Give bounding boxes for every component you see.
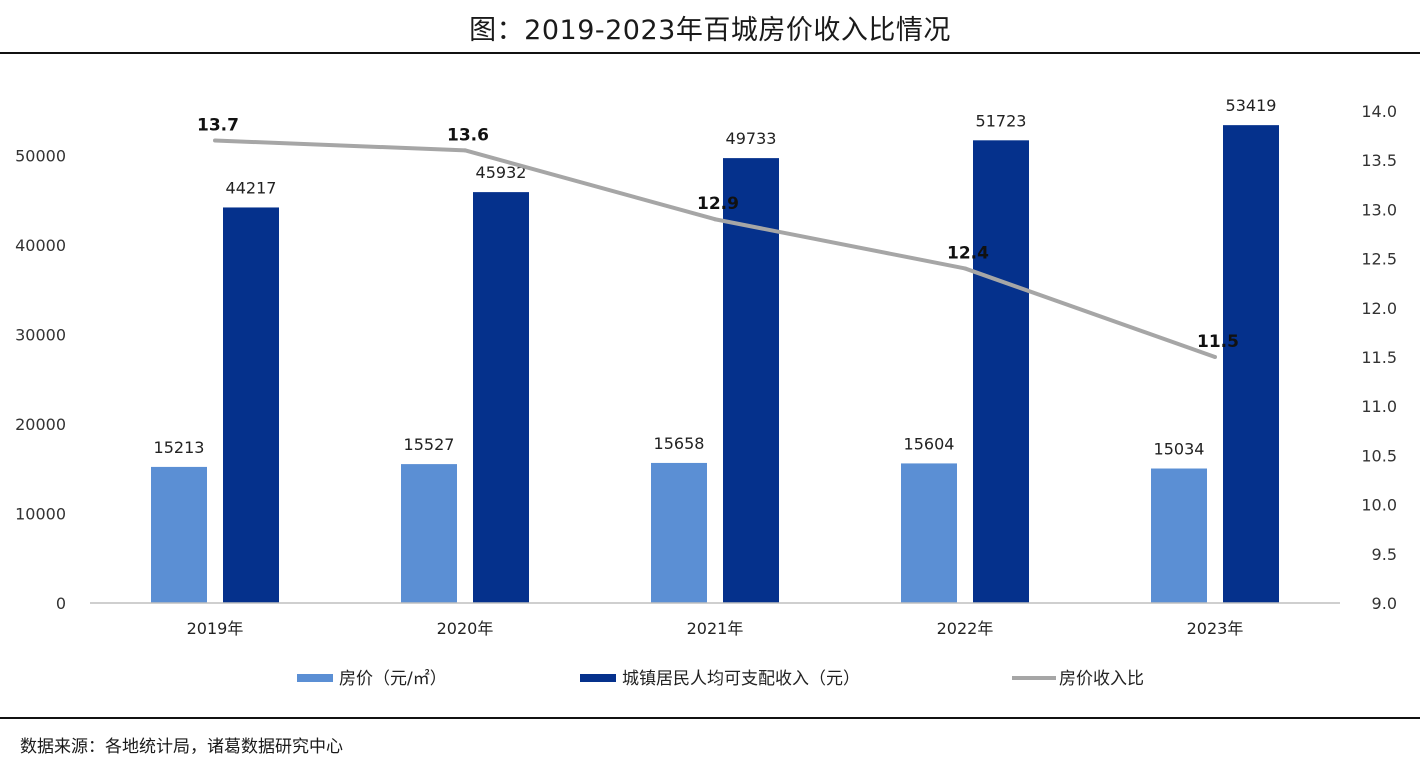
category-label: 2022年 — [937, 619, 994, 638]
income-bar-value-label: 49733 — [726, 129, 777, 148]
bar-value-labels: 15213 44217 15527 45932 15658 49733 15604 51723… — [154, 96, 1277, 458]
ratio-value-label: 12.9 — [697, 194, 739, 214]
source-note: 数据来源：各地统计局，诸葛数据研究中心 — [20, 737, 343, 757]
left-axis-ticks: 0 10000 20000 30000 40000 50000 — [15, 147, 66, 613]
ratio-line-point — [1213, 355, 1217, 359]
legend-label: 城镇居民人均可支配收入（元） — [622, 669, 860, 689]
left-axis-tick-label: 20000 — [15, 415, 66, 434]
right-axis-tick-label: 11.0 — [1361, 397, 1397, 416]
legend: 房价（元/㎡） 城镇居民人均可支配收入（元） 房价收入比 — [297, 669, 1144, 689]
income-bar — [473, 192, 529, 604]
price-bar-value-label: 15658 — [654, 434, 705, 453]
category-labels: 2019年 2020年 2021年 2022年 2023年 — [187, 619, 1244, 638]
bottom-divider — [0, 717, 1420, 719]
price-bar — [651, 462, 707, 603]
income-bar — [973, 140, 1029, 603]
legend-swatch-price — [297, 674, 333, 682]
price-bar-value-label: 15527 — [404, 435, 455, 454]
left-axis-tick-label: 30000 — [15, 326, 66, 345]
ratio-line-point — [963, 266, 967, 271]
category-label: 2019年 — [187, 619, 244, 638]
legend-label: 房价收入比 — [1059, 669, 1144, 689]
ratio-line-layer: 13.7 13.6 12.9 12.4 11.5 — [197, 116, 1239, 359]
category-label: 2021年 — [687, 619, 744, 638]
ratio-line-point — [213, 138, 217, 143]
ratio-line — [214, 138, 1216, 359]
right-axis-tick-label: 11.5 — [1361, 348, 1397, 367]
right-axis-tick-label: 13.5 — [1361, 151, 1397, 170]
left-axis-tick-label: 0 — [56, 594, 66, 613]
legend-swatch-income — [580, 674, 616, 682]
income-bar — [223, 207, 279, 603]
price-bar-value-label: 15034 — [1154, 440, 1205, 459]
price-bar — [151, 466, 207, 603]
bars — [151, 125, 1279, 604]
right-axis-tick-label: 9.5 — [1372, 545, 1397, 564]
left-axis-tick-label: 10000 — [15, 505, 66, 524]
top-divider — [0, 52, 1420, 54]
right-axis-tick-label: 13.0 — [1361, 200, 1397, 219]
right-axis-ticks: 9.0 9.5 10.0 10.5 11.0 11.5 12.0 12.5 13.0 13.5 14… — [1361, 102, 1397, 613]
price-bar — [401, 464, 457, 603]
ratio-value-label: 13.7 — [197, 116, 239, 136]
combo-chart: 0 10000 20000 30000 40000 50000 9.0 9.5 10.0 10.… — [15, 96, 1397, 689]
income-bar-value-label: 51723 — [976, 111, 1027, 130]
ratio-value-label: 12.4 — [947, 243, 989, 263]
ratio-line-point — [713, 217, 717, 222]
right-axis-tick-label: 12.0 — [1361, 299, 1397, 318]
right-axis-tick-label: 10.5 — [1361, 446, 1397, 465]
income-bar-value-label: 44217 — [226, 178, 277, 197]
right-axis-tick-label: 10.0 — [1361, 496, 1397, 515]
category-label: 2020年 — [437, 619, 494, 638]
price-bar-value-label: 15604 — [904, 434, 955, 453]
income-bar — [723, 158, 779, 603]
left-axis-tick-label: 50000 — [15, 147, 66, 166]
price-bar — [1151, 468, 1207, 603]
price-bar — [901, 463, 957, 603]
price-bar-value-label: 15213 — [154, 438, 205, 457]
ratio-line-point — [463, 148, 467, 153]
right-axis-tick-label: 9.0 — [1372, 594, 1397, 613]
income-bar-value-label: 53419 — [1226, 96, 1277, 115]
right-axis-tick-label: 12.5 — [1361, 250, 1397, 269]
ratio-value-label: 13.6 — [447, 125, 489, 145]
income-bar-value-label: 45932 — [476, 163, 527, 182]
category-label: 2023年 — [1187, 619, 1244, 638]
income-bar — [1223, 125, 1279, 603]
left-axis-tick-label: 40000 — [15, 236, 66, 255]
legend-label: 房价（元/㎡） — [339, 669, 447, 689]
right-axis-tick-label: 14.0 — [1361, 102, 1397, 121]
ratio-value-label: 11.5 — [1197, 332, 1239, 352]
chart-title: 图：2019-2023年百城房价收入比情况 — [469, 15, 951, 46]
